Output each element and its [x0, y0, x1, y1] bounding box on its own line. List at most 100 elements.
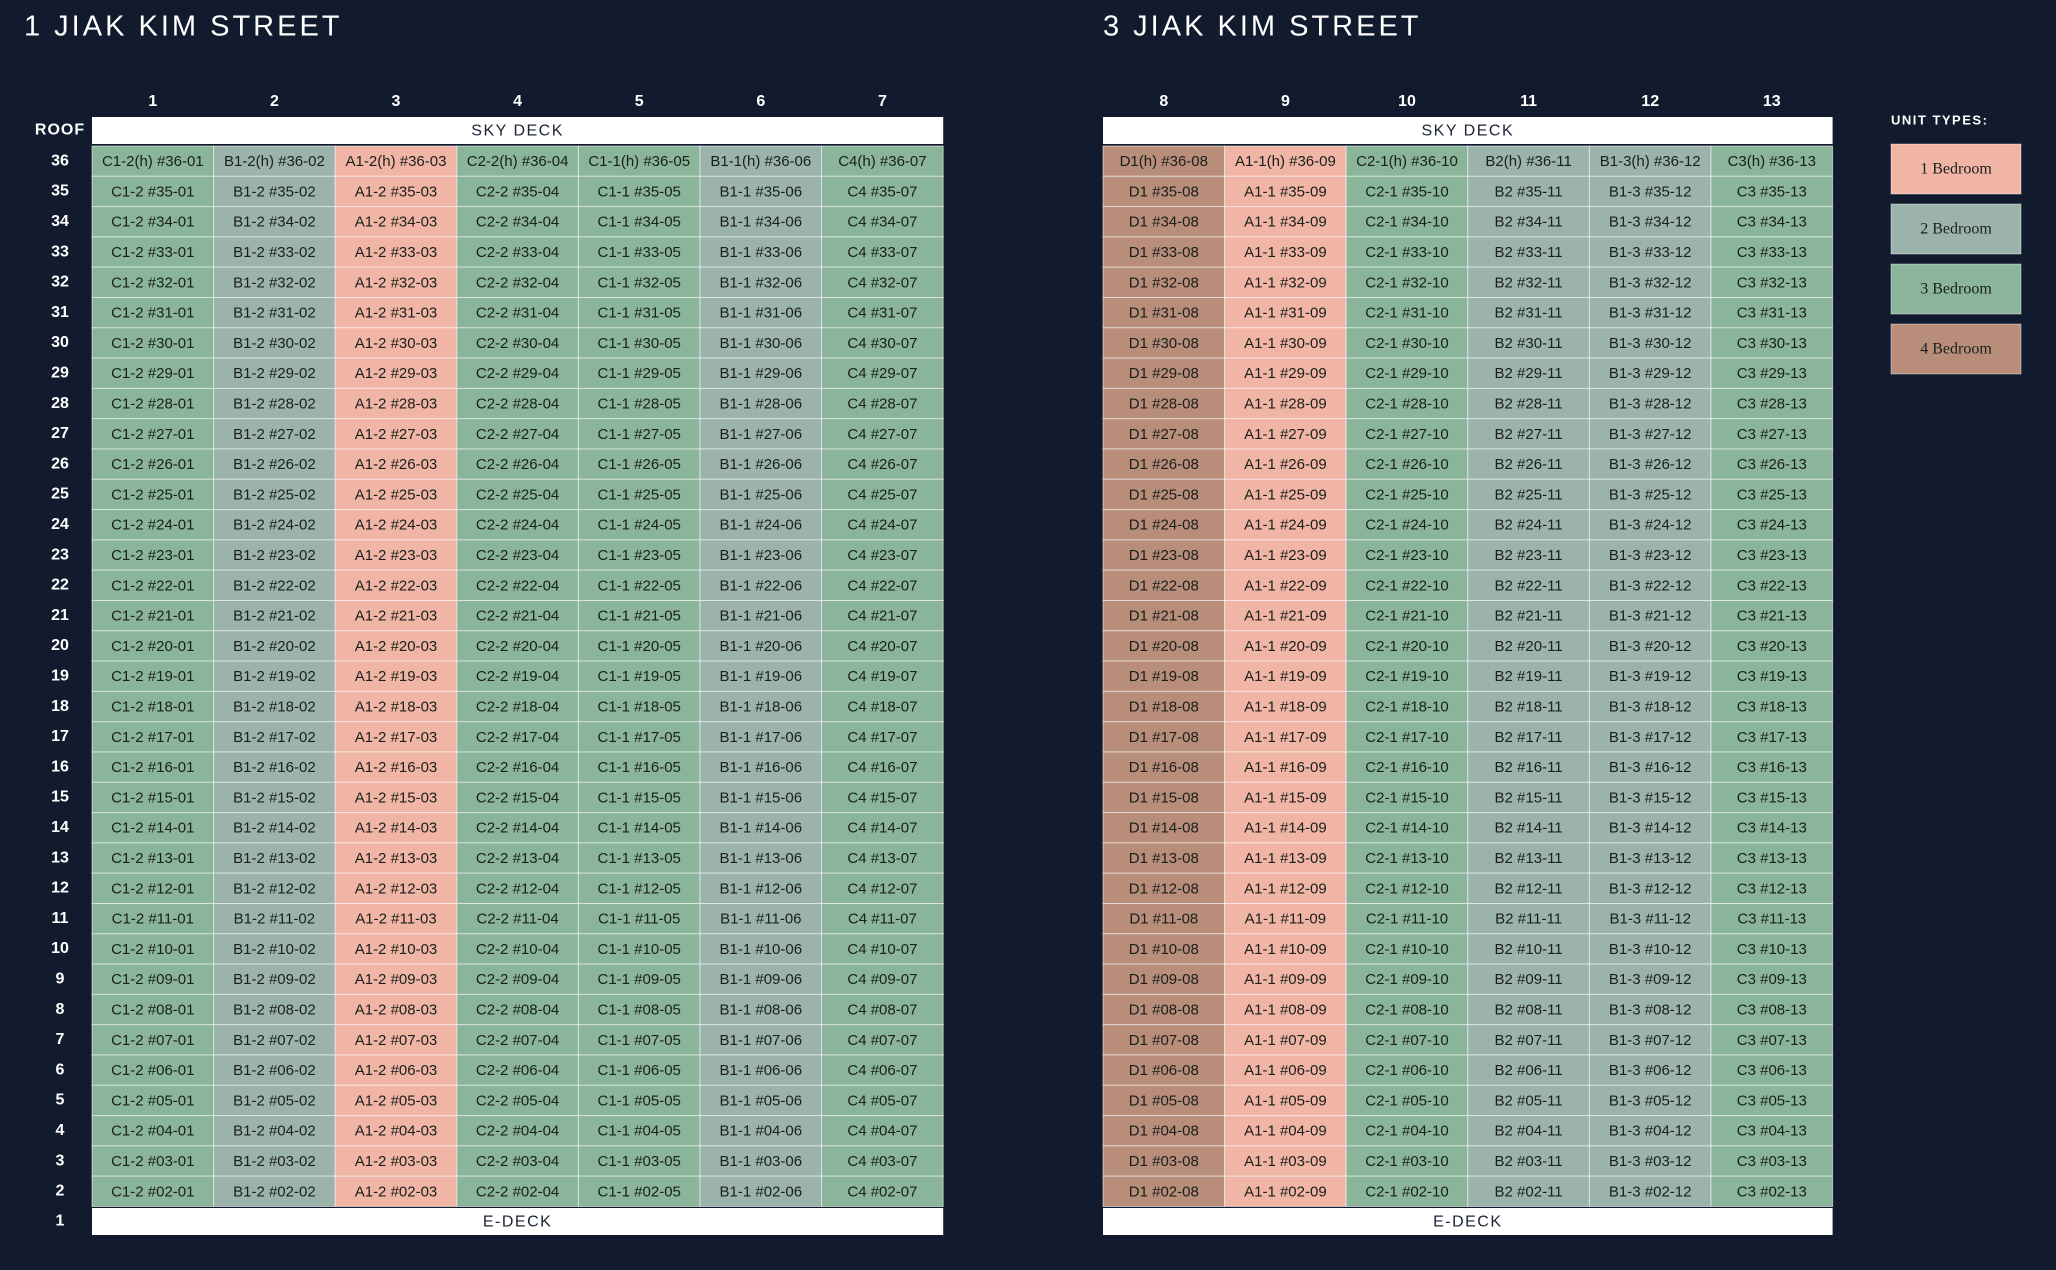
- unit-cell: [1224, 751, 1347, 783]
- unit-cell: [456, 357, 579, 389]
- unit-label: B1-1 #22-06: [720, 577, 803, 594]
- unit-label: D1 #33-08: [1129, 244, 1199, 261]
- unit-label: C1-1 #12-05: [598, 880, 681, 897]
- unit-cell: [577, 1145, 701, 1177]
- unit-label: C3 #26-13: [1737, 456, 1807, 473]
- unit-cell: [1710, 1084, 1834, 1117]
- unit-label: B1-1 #10-06: [720, 941, 803, 958]
- unit-label: B1-1 #14-06: [720, 820, 803, 837]
- unit-cell: [213, 387, 336, 420]
- floor-label: 26: [51, 455, 69, 472]
- unit-cell: [1710, 539, 1834, 571]
- unit-cell: [456, 266, 579, 299]
- unit-label: C4 #27-07: [847, 426, 917, 443]
- unit-label: B2 #16-11: [1495, 759, 1563, 776]
- unit-label: C4 #23-07: [847, 547, 917, 564]
- unit-label: C3 #22-13: [1737, 577, 1807, 594]
- unit-label: C1-1 #09-05: [598, 971, 681, 988]
- unit-label: C2-1 #28-10: [1365, 396, 1448, 413]
- unit-cell: [821, 569, 944, 602]
- unit-label: B1-2 #08-02: [233, 1002, 316, 1019]
- unit-label: B1-1 #03-06: [720, 1153, 803, 1170]
- unit-label: B1-2 #22-02: [233, 577, 316, 594]
- unit-cell: [1588, 600, 1712, 632]
- unit-label: A1-2 #06-03: [355, 1062, 438, 1079]
- unit-label: A1-2 #27-03: [355, 426, 438, 443]
- unit-cell: [1710, 569, 1834, 602]
- unit-cell: [1102, 660, 1226, 692]
- unit-cell: [456, 812, 579, 844]
- unit-label: C1-1 #23-05: [598, 547, 681, 564]
- unit-cell: [1710, 387, 1834, 420]
- unit-label: C2-2 #06-04: [476, 1062, 559, 1079]
- unit-label: B1-2 #05-02: [233, 1092, 316, 1109]
- unit-label: C1-2 #24-01: [111, 517, 194, 534]
- unit-label: C4 #16-07: [847, 759, 917, 776]
- unit-cell: [699, 539, 823, 571]
- unit-cell: [699, 145, 823, 177]
- unit-label: C2-2 #31-04: [476, 305, 559, 322]
- unit-cell: [334, 1115, 458, 1147]
- unit-cell: [1588, 266, 1712, 299]
- unit-cell: [334, 872, 458, 905]
- legend-swatch: [1890, 143, 2022, 195]
- unit-label: C3 #09-13: [1737, 971, 1807, 988]
- column-label: 10: [1398, 93, 1416, 110]
- unit-label: B1-2 #32-02: [233, 274, 316, 291]
- unit-label: D1 #08-08: [1129, 1002, 1199, 1019]
- unit-cell: [1588, 206, 1712, 238]
- unit-cell: [1710, 812, 1834, 844]
- unit-label: B1-3 #33-12: [1609, 244, 1692, 261]
- unit-cell: [1710, 478, 1834, 511]
- unit-cell: [699, 812, 823, 844]
- unit-label: B1-1 #21-06: [720, 608, 803, 625]
- unit-cell: [821, 1054, 944, 1086]
- unit-label: A1-2 #13-03: [355, 850, 438, 867]
- unit-label: C1-1 #07-05: [598, 1032, 681, 1049]
- unit-label: C2-2 #16-04: [476, 759, 559, 776]
- unit-label: B2 #29-11: [1495, 365, 1563, 382]
- floor-label: 5: [56, 1092, 65, 1109]
- unit-label: B2 #09-11: [1495, 971, 1563, 988]
- unit-label: C2-1 #20-10: [1365, 638, 1448, 655]
- unit-label: B1-1 #23-06: [720, 547, 803, 564]
- unit-label: C4 #02-07: [847, 1183, 917, 1200]
- unit-cell: [821, 993, 944, 1026]
- unit-cell: [699, 1084, 823, 1117]
- unit-cell: [1102, 690, 1226, 723]
- floor-label: 14: [51, 819, 69, 836]
- unit-cell: [334, 236, 458, 268]
- unit-cell: [1224, 812, 1347, 844]
- unit-cell: [91, 1175, 215, 1207]
- unit-label: B2 #22-11: [1495, 577, 1563, 594]
- unit-cell: [1710, 1175, 1834, 1207]
- unit-label: D1 #11-08: [1129, 911, 1198, 928]
- unit-cell: [91, 903, 215, 935]
- unit-label: C2-2 #03-04: [476, 1153, 559, 1170]
- unit-label: B1-3 #12-12: [1609, 880, 1692, 897]
- unit-label: C2-2 #25-04: [476, 486, 559, 503]
- unit-cell: [334, 539, 458, 571]
- floor-label: 8: [56, 1001, 65, 1018]
- unit-label: B1-1 #19-06: [720, 668, 803, 685]
- unit-cell: [577, 236, 701, 268]
- unit-label: B1-3 #13-12: [1609, 850, 1692, 867]
- unit-cell: [1710, 842, 1834, 874]
- unit-cell: [821, 357, 944, 389]
- unit-cell: [821, 1084, 944, 1117]
- unit-cell: [1467, 812, 1590, 844]
- unit-cell: [91, 448, 215, 480]
- unit-label: B1-3 #18-12: [1609, 699, 1692, 716]
- unit-cell: [577, 569, 701, 602]
- unit-label: B1-2 #17-02: [233, 729, 316, 746]
- unit-label: B1-2 #09-02: [233, 971, 316, 988]
- unit-label: B1-2 #26-02: [233, 456, 316, 473]
- unit-cell: [213, 448, 336, 480]
- unit-cell: [1467, 1024, 1590, 1056]
- unit-label: C3 #30-13: [1737, 335, 1807, 352]
- unit-label: C2-1 #23-10: [1365, 547, 1448, 564]
- unit-label: B2 #25-11: [1495, 486, 1563, 503]
- unit-label: B2 #34-11: [1495, 214, 1563, 231]
- unit-label: C4 #20-07: [847, 638, 917, 655]
